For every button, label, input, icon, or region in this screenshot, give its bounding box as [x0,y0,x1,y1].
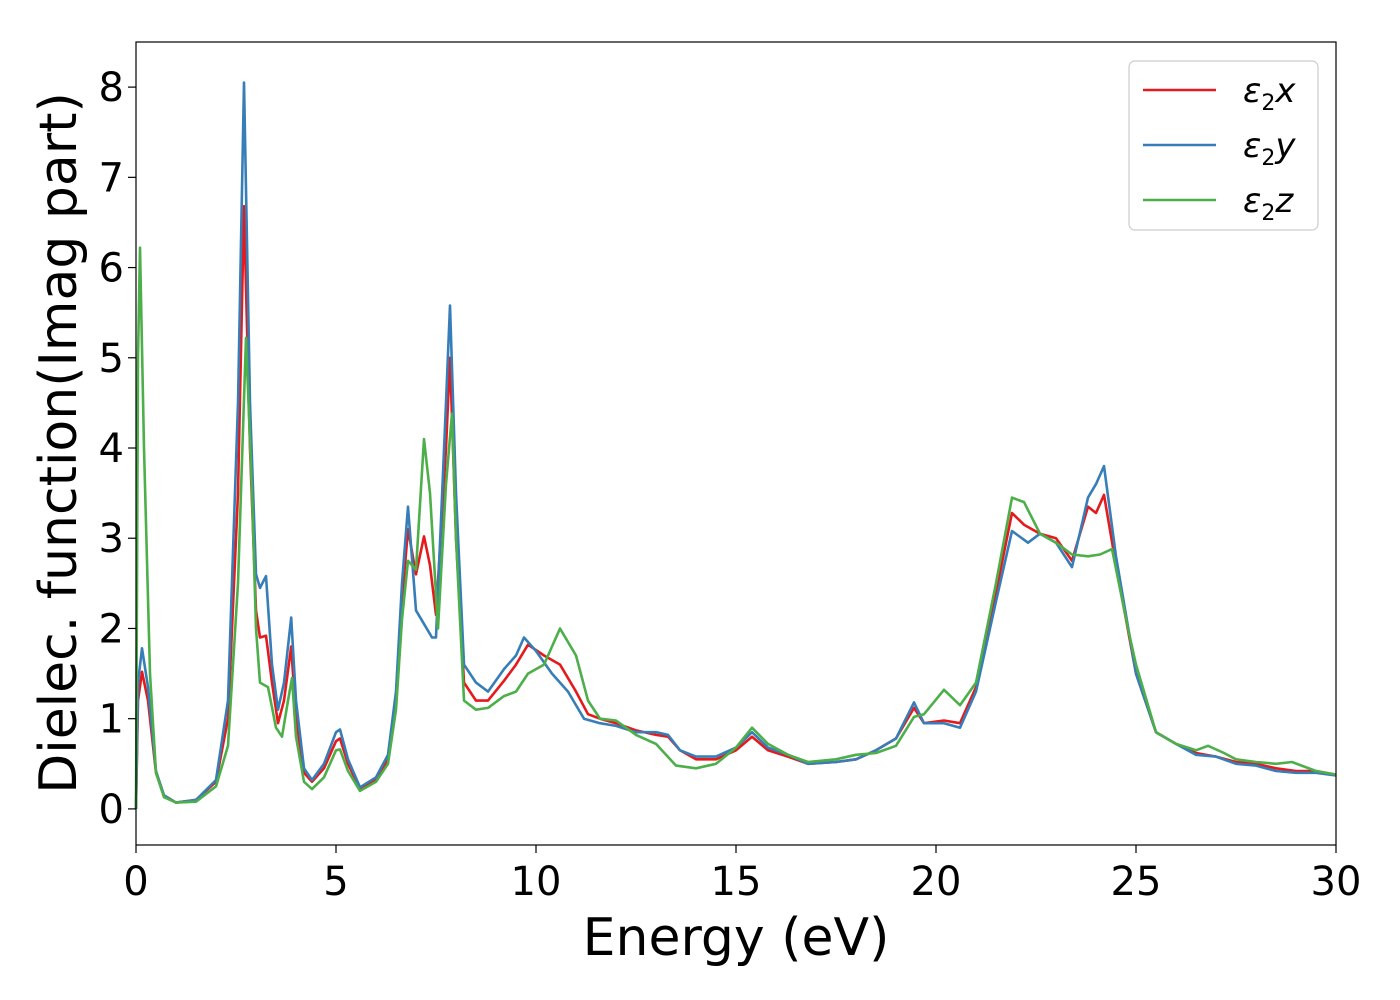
x-axis: 0 5 10 15 20 25 30 [123,845,1361,905]
series-line-x [134,204,1337,809]
legend-label-y: ε2y [1243,126,1296,171]
y-tick-label: 5 [99,336,124,382]
legend-label-x: ε2x [1243,71,1296,116]
x-tick-label: 30 [1311,859,1362,905]
x-tick-label: 0 [123,859,148,905]
series-line-z [134,246,1337,809]
x-axis-label: Energy (eV) [583,908,890,968]
y-axis-label: Dielec. function(Imag part) [29,92,89,794]
y-tick-label: 0 [99,787,124,833]
series-layer [134,81,1337,809]
x-tick-label: 20 [911,859,962,905]
legend: ε2x ε2y ε2z [1128,60,1319,231]
y-tick-label: 8 [99,65,124,111]
y-tick-label: 4 [99,426,124,472]
y-axis: 0 1 2 3 4 5 6 7 8 [99,65,136,833]
x-tick-label: 15 [711,859,762,905]
x-tick-label: 10 [511,859,562,905]
x-tick-label: 25 [1111,859,1162,905]
y-tick-label: 3 [99,516,124,562]
y-tick-label: 1 [99,697,124,743]
y-tick-label: 2 [99,606,124,652]
legend-box [1128,60,1319,231]
x-tick-label: 5 [323,859,348,905]
series-line-y [134,81,1337,809]
y-tick-label: 7 [99,155,124,201]
legend-label-z: ε2z [1243,181,1294,226]
y-tick-label: 6 [99,246,124,292]
